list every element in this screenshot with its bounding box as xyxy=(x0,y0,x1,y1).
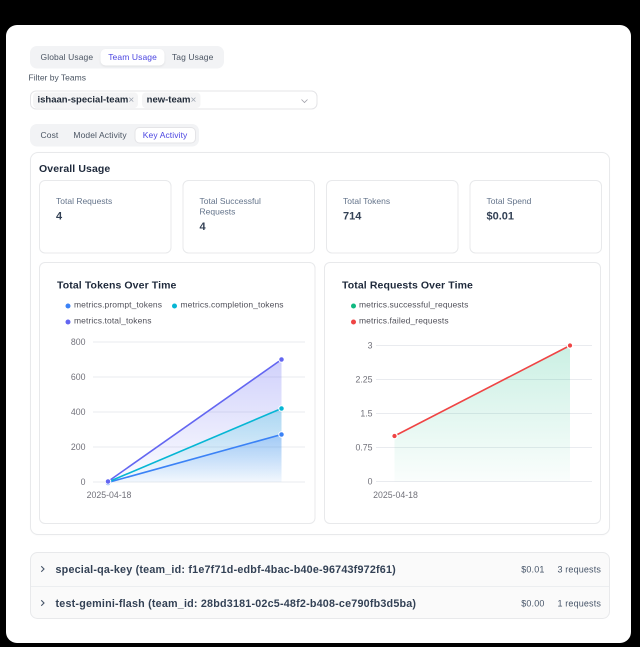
svg-text:1.5: 1.5 xyxy=(360,409,372,419)
svg-text:0: 0 xyxy=(368,477,373,487)
svg-text:400: 400 xyxy=(71,407,86,417)
svg-text:600: 600 xyxy=(71,372,86,382)
svg-text:200: 200 xyxy=(71,442,86,452)
svg-text:2025-04-18: 2025-04-18 xyxy=(373,490,418,500)
svg-text:800: 800 xyxy=(71,337,86,347)
svg-text:2.25: 2.25 xyxy=(355,375,372,385)
svg-text:3: 3 xyxy=(368,341,373,351)
svg-text:2025-04-18: 2025-04-18 xyxy=(87,490,132,500)
svg-text:0.75: 0.75 xyxy=(355,443,372,453)
svg-text:0: 0 xyxy=(81,477,86,487)
